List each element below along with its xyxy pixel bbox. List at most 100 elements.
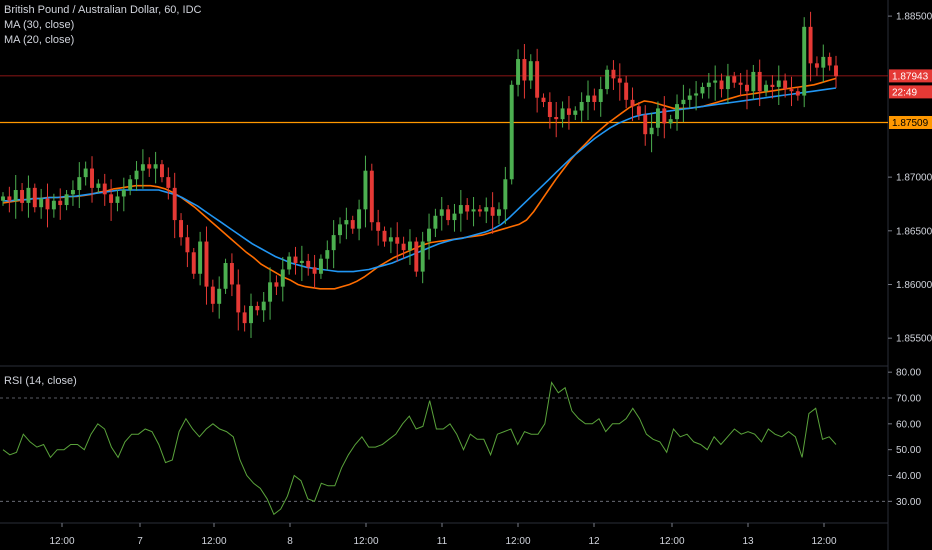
candle-body	[681, 99, 686, 105]
level-price-tag-bg	[889, 115, 932, 129]
candle-body	[39, 198, 44, 208]
candle-body	[643, 114, 648, 135]
candle-body	[668, 119, 673, 124]
candle-body	[77, 177, 82, 191]
time-tick-label: 7	[137, 536, 143, 547]
candle-body	[109, 194, 114, 203]
candle-body	[344, 220, 349, 225]
rsi-legend[interactable]: RSI (14, close)	[4, 375, 77, 387]
candle-body	[299, 260, 304, 264]
time-tick-label: 8	[287, 536, 293, 547]
ma20-line	[2, 77, 837, 290]
price-tick-label: 1.88500	[896, 12, 932, 23]
time-tick-label: 12	[588, 536, 600, 547]
candle-body	[166, 177, 171, 188]
candle-body	[662, 108, 667, 124]
candle-body	[497, 209, 501, 216]
rsi-tick-label: 80.00	[896, 368, 921, 379]
candle-body	[287, 256, 292, 270]
candle-body	[725, 76, 730, 90]
candle-body	[579, 101, 584, 111]
candle-body	[516, 59, 521, 85]
candle-body	[566, 108, 571, 115]
candle-body	[210, 286, 215, 304]
candle-body	[350, 220, 355, 229]
candle-body	[541, 97, 546, 102]
candle-body	[598, 89, 603, 102]
candle-body	[115, 196, 120, 203]
candle-body	[58, 200, 63, 206]
candle-body	[121, 190, 126, 197]
rsi-tick-label: 40.00	[896, 471, 921, 482]
candle-body	[312, 267, 317, 274]
candle-body	[700, 86, 705, 94]
candle-body	[401, 243, 406, 251]
candle-body	[1, 196, 5, 201]
candle-body	[382, 230, 387, 242]
candle-body	[821, 56, 826, 68]
candle-body	[26, 187, 31, 203]
candle-body	[509, 84, 514, 180]
countdown-tag: 22:49	[892, 87, 917, 98]
candle-body	[624, 82, 629, 100]
price-tick-label: 1.86000	[896, 280, 932, 291]
countdown-tag-bg	[889, 85, 932, 99]
ma20-legend[interactable]: MA (20, close)	[4, 34, 75, 46]
time-tick-label: 11	[437, 536, 448, 547]
time-tick-label: 13	[742, 536, 754, 547]
candle-body	[293, 256, 298, 264]
price-tick-label: 1.87000	[896, 173, 932, 184]
candle-body	[770, 84, 775, 87]
candle-body	[20, 190, 25, 203]
candle-body	[388, 237, 393, 242]
candle-body	[757, 71, 762, 92]
ma30-legend[interactable]: MA (30, close)	[4, 19, 75, 31]
candle-body	[814, 63, 819, 68]
candle-body	[783, 80, 788, 90]
candle-body	[242, 312, 247, 324]
candle-body	[617, 78, 622, 83]
candle-body	[32, 187, 37, 208]
candle-body	[363, 170, 368, 210]
candle-body	[446, 209, 451, 221]
grid-layer	[0, 0, 889, 550]
candle-body	[687, 95, 692, 100]
candle-body	[636, 106, 641, 115]
candle-body	[64, 194, 69, 206]
candle-body	[427, 228, 432, 242]
price-tick-label: 1.86500	[896, 226, 932, 237]
candle-body	[420, 241, 425, 272]
candle-body	[7, 196, 12, 201]
time-tick-label: 12:00	[201, 536, 226, 547]
candle-body	[140, 164, 145, 171]
candle-body	[13, 190, 18, 201]
candle-body	[706, 82, 711, 87]
rsi-tick-label: 30.00	[896, 497, 921, 508]
candle-body	[229, 263, 234, 285]
time-tick-label: 12:00	[49, 536, 74, 547]
candle-body	[83, 168, 88, 178]
candle-body	[477, 209, 482, 212]
candle-body	[274, 282, 279, 287]
time-tick-label: 12:00	[505, 536, 530, 547]
candle-body	[732, 76, 737, 83]
candle-body	[528, 61, 533, 81]
price-tick-label: 1.85500	[896, 334, 932, 345]
moving-average-layer	[2, 77, 837, 290]
candle-body	[586, 95, 590, 102]
symbol-legend[interactable]: British Pound / Australian Dollar, 60, I…	[4, 4, 202, 16]
candle-body	[655, 108, 660, 128]
candle-body	[249, 305, 253, 324]
candle-body	[675, 104, 680, 120]
candle-body	[694, 93, 699, 96]
candle-body	[834, 65, 838, 77]
rsi-layer	[2, 381, 837, 516]
candle-body	[331, 235, 336, 251]
candle-body	[90, 168, 94, 188]
candle-body	[179, 220, 184, 238]
candle-body	[802, 26, 807, 96]
candle-body	[471, 209, 476, 212]
candle-body	[452, 213, 457, 221]
candle-body	[827, 56, 832, 66]
